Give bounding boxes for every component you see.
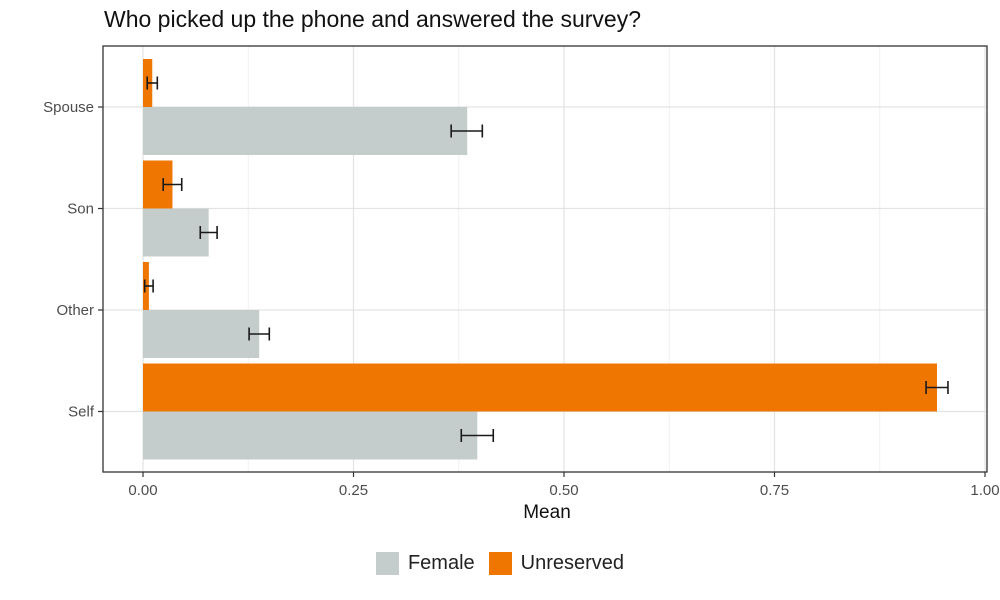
x-tick-label: 0.75 [760,482,789,499]
x-tick-label: 0.25 [339,482,368,499]
legend-swatch [488,552,512,575]
error-bar-unreserved-self [925,381,949,394]
chart-title: Who picked up the phone and answered the… [104,6,642,32]
bar-female-spouse [143,107,468,155]
x-tick-label: 1.00 [970,482,999,499]
bar-female-son [143,208,209,257]
x-axis-title: Mean [523,502,571,523]
bar-female-self [143,411,478,460]
legend: Female Unreserved [0,552,1000,575]
grid-lines [103,46,987,472]
error-bar-female-son [199,226,218,239]
error-bars [143,76,949,442]
error-bar-female-other [248,327,271,341]
error-bar-unreserved-son [162,178,183,191]
bar-unreserved-self [143,363,938,412]
x-tick-label: 0.50 [549,482,578,499]
x-tick-label: 0.00 [128,482,157,499]
legend-label: Female [407,552,475,574]
error-bar-female-spouse [450,124,484,138]
error-bar-female-self [460,429,495,442]
y-tick-label-self: Self [68,404,95,421]
error-bar-unreserved-other [143,279,154,293]
y-tick-label-son: Son [67,201,94,218]
y-tick-label-spouse: Spouse [43,99,94,116]
error-bar-unreserved-spouse [146,76,159,90]
legend-item-unreserved: Unreserved [488,552,625,575]
y-tick-label-other: Other [56,302,94,319]
legend-item-female: Female [375,552,475,575]
bar-female-other [143,310,260,358]
legend-label: Unreserved [520,552,625,574]
bars [143,59,938,460]
legend-swatch [375,552,399,575]
plot-panel-border [102,45,988,473]
axes: 0.00 0.25 0.50 0.75 1.00 Spouse Son Other Self [43,99,999,499]
